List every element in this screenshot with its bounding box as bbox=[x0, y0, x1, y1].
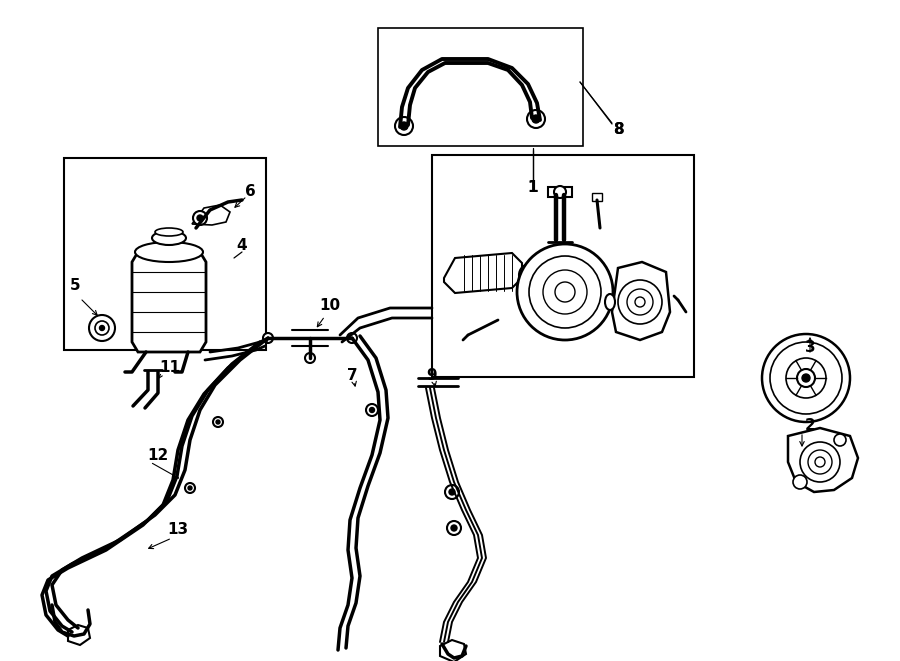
Bar bbox=[548, 187, 572, 197]
Polygon shape bbox=[132, 252, 206, 352]
Circle shape bbox=[519, 264, 541, 286]
Circle shape bbox=[193, 211, 207, 225]
Circle shape bbox=[451, 525, 457, 531]
Text: 10: 10 bbox=[320, 297, 340, 313]
Ellipse shape bbox=[135, 242, 203, 262]
Text: 8: 8 bbox=[613, 122, 624, 137]
Circle shape bbox=[188, 486, 192, 490]
Text: 6: 6 bbox=[245, 184, 256, 200]
Bar bbox=[432, 155, 694, 377]
Polygon shape bbox=[612, 262, 670, 340]
Circle shape bbox=[395, 117, 413, 135]
Polygon shape bbox=[444, 253, 522, 293]
Text: 9: 9 bbox=[427, 368, 437, 383]
Circle shape bbox=[786, 358, 826, 398]
Circle shape bbox=[400, 122, 408, 130]
Circle shape bbox=[793, 475, 807, 489]
Ellipse shape bbox=[155, 228, 183, 236]
Circle shape bbox=[808, 450, 832, 474]
Circle shape bbox=[529, 256, 601, 328]
Circle shape bbox=[89, 315, 115, 341]
Circle shape bbox=[216, 420, 220, 424]
Circle shape bbox=[770, 342, 842, 414]
Circle shape bbox=[815, 457, 825, 467]
Circle shape bbox=[95, 321, 109, 335]
Text: 7: 7 bbox=[346, 368, 357, 383]
Ellipse shape bbox=[152, 231, 186, 245]
Polygon shape bbox=[440, 640, 466, 661]
Circle shape bbox=[527, 110, 545, 128]
Circle shape bbox=[797, 369, 815, 387]
Circle shape bbox=[449, 489, 455, 495]
Text: 2: 2 bbox=[805, 418, 815, 432]
Circle shape bbox=[532, 115, 540, 123]
Circle shape bbox=[802, 374, 810, 382]
Text: 13: 13 bbox=[167, 522, 189, 537]
Text: 3: 3 bbox=[805, 340, 815, 356]
Bar bbox=[378, 28, 583, 146]
Polygon shape bbox=[788, 428, 858, 492]
Circle shape bbox=[263, 333, 273, 343]
Bar bbox=[64, 158, 266, 350]
Circle shape bbox=[185, 483, 195, 493]
Text: 4: 4 bbox=[237, 237, 248, 253]
Circle shape bbox=[523, 268, 537, 282]
Circle shape bbox=[618, 280, 662, 324]
Polygon shape bbox=[68, 625, 90, 645]
Circle shape bbox=[627, 289, 653, 315]
Circle shape bbox=[370, 407, 374, 412]
Circle shape bbox=[366, 404, 378, 416]
Bar bbox=[592, 193, 602, 201]
Circle shape bbox=[517, 244, 613, 340]
Circle shape bbox=[447, 521, 461, 535]
Circle shape bbox=[762, 334, 850, 422]
Circle shape bbox=[100, 325, 104, 330]
Polygon shape bbox=[192, 205, 230, 225]
Circle shape bbox=[555, 282, 575, 302]
Text: 1: 1 bbox=[527, 180, 538, 196]
Circle shape bbox=[554, 186, 566, 198]
Circle shape bbox=[800, 442, 840, 482]
Text: 11: 11 bbox=[159, 360, 181, 375]
Text: 8: 8 bbox=[613, 122, 624, 137]
Circle shape bbox=[543, 270, 587, 314]
Circle shape bbox=[635, 297, 645, 307]
Circle shape bbox=[213, 417, 223, 427]
Ellipse shape bbox=[605, 294, 615, 310]
Text: 12: 12 bbox=[148, 447, 168, 463]
Circle shape bbox=[445, 485, 459, 499]
Circle shape bbox=[305, 353, 315, 363]
Circle shape bbox=[834, 434, 846, 446]
Circle shape bbox=[347, 333, 357, 343]
Text: 1: 1 bbox=[527, 180, 538, 196]
Text: 5: 5 bbox=[69, 278, 80, 293]
Circle shape bbox=[197, 215, 203, 221]
